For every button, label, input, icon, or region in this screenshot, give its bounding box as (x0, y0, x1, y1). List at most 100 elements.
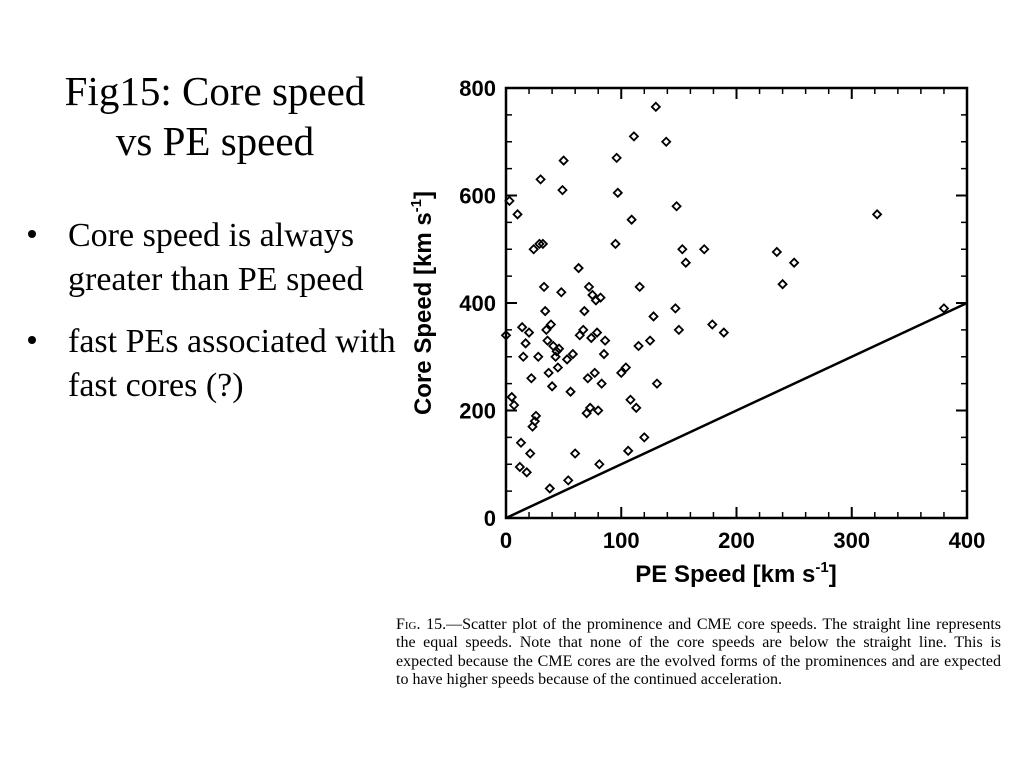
major-ticks (505, 87, 968, 519)
data-point-marker (648, 311, 659, 322)
data-point-marker (777, 278, 788, 290)
data-point-marker (539, 305, 551, 317)
data-point-marker (500, 329, 512, 341)
y-tick-label: 800 (459, 76, 496, 101)
data-point-marker (521, 467, 533, 478)
data-point-marker (553, 343, 565, 354)
x-axis-label-text: PE Speed [km s (635, 561, 815, 588)
data-point-marker (529, 415, 541, 427)
x-axis-label: PE Speed [km s-1] (635, 559, 836, 588)
data-point-marker (579, 305, 590, 317)
x-axis-label-end: ] (829, 561, 837, 588)
slide-title-line-2: vs PE speed (115, 118, 315, 164)
x-tick-label: 300 (833, 528, 870, 553)
data-point-marker (639, 432, 650, 443)
x-tick-label: 400 (949, 528, 986, 553)
data-point-marker (508, 399, 520, 411)
data-point-marker (561, 354, 573, 365)
data-point-marker (644, 335, 656, 346)
data-point-marker (622, 445, 634, 457)
data-point-marker (556, 286, 567, 298)
bullet-text: fast PEs associated with fast cores (?) (68, 323, 396, 404)
data-point-marker (651, 378, 663, 389)
data-point-marker (530, 410, 542, 422)
data-point-marker (545, 319, 557, 330)
data-point-marker (591, 327, 603, 338)
data-point-marker (620, 362, 632, 373)
data-point-marker (541, 324, 552, 336)
data-point-marker (520, 338, 531, 349)
y-tick-label: 0 (484, 506, 496, 531)
data-point-marker (599, 335, 611, 346)
data-point-marker (610, 238, 621, 250)
figure-caption-text: —Scatter plot of the prominence and CME … (396, 616, 1001, 689)
y-tick-label: 600 (459, 184, 496, 209)
data-point-marker (671, 200, 682, 212)
bullet-list: Core speed is always greater than PE spe… (28, 214, 408, 426)
data-point-marker (718, 327, 730, 338)
data-point-marker (589, 367, 601, 379)
data-point-marker (938, 303, 950, 314)
data-point-marker (551, 346, 562, 357)
data-point-marker (544, 483, 556, 494)
data-point-marker (543, 367, 554, 379)
x-tick-label: 0 (500, 528, 512, 553)
data-point-marker (532, 351, 544, 363)
bullet-item: fast PEs associated with fast cores (?) (28, 320, 408, 408)
bullet-dot-icon (28, 230, 36, 238)
data-point-marker (550, 351, 561, 363)
x-tick-label: 100 (603, 528, 640, 553)
data-point-marker (524, 448, 536, 459)
data-point-marker (523, 327, 535, 338)
data-point-marker (633, 340, 644, 352)
bullet-item: Core speed is always greater than PE spe… (28, 214, 408, 302)
data-point-marker (506, 391, 518, 403)
data-point-marker (558, 155, 569, 166)
slide-title-line-1: Fig15: Core speed (64, 68, 366, 114)
data-point-marker (698, 243, 710, 255)
data-point-marker (680, 257, 692, 268)
data-point-marker (515, 437, 527, 449)
data-point-marker (625, 394, 636, 406)
data-point-marker (569, 448, 581, 459)
data-point-marker (535, 174, 546, 185)
data-point-marker (707, 319, 718, 330)
data-point-marker (673, 324, 685, 336)
data-point-marker (594, 458, 605, 470)
data-point-marker (512, 209, 523, 220)
data-point-marker (771, 246, 783, 258)
y-axis-label: Core Speed [km s-1] (408, 191, 437, 415)
bullet-text: Core speed is always greater than PE spe… (68, 217, 364, 298)
data-point-marker (650, 101, 662, 113)
figure-caption-label: Fig. 15. (396, 616, 447, 633)
data-points (500, 101, 950, 494)
data-point-marker (573, 262, 584, 274)
equal-speed-line (505, 301, 968, 520)
data-point-marker (584, 402, 596, 414)
plot-frame (504, 86, 969, 520)
data-point-marker (504, 195, 515, 207)
data-point-marker (528, 243, 539, 255)
data-point-marker (628, 131, 640, 142)
y-axis-label-text: Core Speed [km s (410, 212, 437, 415)
data-point-marker (871, 209, 883, 220)
data-point-marker (552, 362, 564, 373)
y-tick-label: 400 (459, 291, 496, 316)
data-point-marker (546, 381, 558, 392)
scatter-chart: 0 100 200 300 400 0 200 400 600 800 PE Speed [km… (408, 76, 986, 588)
data-point-marker (537, 238, 549, 250)
data-point-marker (577, 324, 589, 336)
data-point-marker (538, 281, 550, 293)
y-tick-labels: 0 200 400 600 800 (459, 76, 496, 531)
data-point-marker (670, 303, 681, 314)
data-point-marker (612, 187, 624, 199)
data-point-marker (518, 351, 529, 363)
y-tick-label: 200 (459, 399, 496, 424)
data-point-marker (592, 405, 604, 416)
y-axis-label-sup: -1 (408, 199, 425, 212)
data-point-marker (677, 243, 688, 255)
bullet-dot-icon (28, 336, 36, 344)
data-point-marker (516, 321, 528, 333)
data-point-marker (565, 386, 576, 397)
data-point-marker (557, 184, 568, 196)
